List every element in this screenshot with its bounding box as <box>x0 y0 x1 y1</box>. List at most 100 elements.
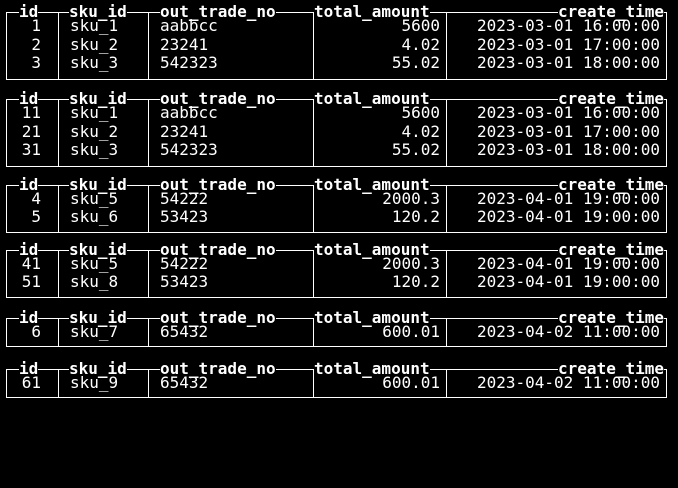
cell-total-amount: 5600 <box>401 103 440 122</box>
result-table: id sku_id out_trade_no total_amount crea… <box>6 3 667 80</box>
header-total-amount: total_amount <box>314 89 430 108</box>
cell-create-time: 2023-03-01 18:00:00 <box>476 140 660 159</box>
cell-id: 4 <box>31 189 41 208</box>
cell-id: 41 <box>21 254 41 273</box>
header-total-amount: total_amount <box>314 175 430 194</box>
table-row: 61 sku_9 65432 600.01 2023-04-02 11:00:0… <box>7 375 666 391</box>
table-row: 6 sku_7 65432 600.01 2023-04-02 11:00:00 <box>7 324 666 340</box>
cell-total-amount: 600.01 <box>382 373 440 392</box>
terminal-output: id sku_id out_trade_no total_amount crea… <box>6 3 667 398</box>
cell-sku-id: sku_2 <box>70 122 119 141</box>
result-table: id sku_id out_trade_no total_amount crea… <box>6 90 667 167</box>
column-divider <box>58 186 59 232</box>
header-sku-id: sku_id <box>69 175 127 194</box>
table-row: 11 sku_1 aabbcc 5600 2023-03-01 16:00:00 <box>7 105 666 121</box>
column-divider <box>446 251 447 297</box>
cell-sku-id: sku_1 <box>70 16 119 35</box>
cell-out-trade-no: 54222 <box>160 189 209 208</box>
column-divider <box>148 319 149 346</box>
cell-id: 1 <box>31 16 41 35</box>
column-divider <box>148 251 149 297</box>
header-create-time: create_time <box>558 175 664 194</box>
column-divider <box>148 370 149 397</box>
cell-total-amount: 55.02 <box>391 140 440 159</box>
cell-sku-id: sku_5 <box>70 189 119 208</box>
cell-id: 3 <box>31 53 41 72</box>
table-row: 21 sku_2 23241 4.02 2023-03-01 17:00:00 <box>7 124 666 140</box>
header-create-time: create_time <box>558 359 664 378</box>
result-table: id sku_id out_trade_no total_amount crea… <box>6 176 667 233</box>
header-id: id <box>19 175 39 194</box>
cell-total-amount: 2000.3 <box>382 189 440 208</box>
cell-total-amount: 4.02 <box>401 122 440 141</box>
result-table: id sku_id out_trade_no total_amount crea… <box>6 309 667 347</box>
header-sku-id: sku_id <box>69 89 127 108</box>
table-row: 1 sku_1 aabbcc 5600 2023-03-01 16:00:00 <box>7 18 666 34</box>
cell-total-amount: 120.2 <box>391 272 440 291</box>
column-divider <box>446 370 447 397</box>
column-divider <box>446 13 447 79</box>
column-divider <box>58 251 59 297</box>
cell-create-time: 2023-03-01 16:00:00 <box>476 16 660 35</box>
cell-out-trade-no: aabbcc <box>160 103 218 122</box>
cell-create-time: 2023-03-01 17:00:00 <box>476 122 660 141</box>
header-sku-id: sku_id <box>69 2 127 21</box>
cell-out-trade-no: 542323 <box>160 140 218 159</box>
column-divider <box>58 370 59 397</box>
table-row: 41 sku_5 54222 2000.3 2023-04-01 19:00:0… <box>7 256 666 272</box>
table-row: 3 sku_3 542323 55.02 2023-03-01 18:00:00 <box>7 55 666 71</box>
cell-total-amount: 2000.3 <box>382 254 440 273</box>
cell-id: 51 <box>21 272 41 291</box>
column-divider <box>446 319 447 346</box>
cell-sku-id: sku_3 <box>70 53 119 72</box>
column-divider <box>148 13 149 79</box>
header-sku-id: sku_id <box>69 359 127 378</box>
cell-create-time: 2023-04-02 11:00:00 <box>476 322 660 341</box>
column-divider <box>313 100 314 166</box>
header-out-trade-no: out_trade_no <box>160 308 276 327</box>
cell-id: 6 <box>31 322 41 341</box>
cell-create-time: 2023-04-01 19:00:00 <box>476 207 660 226</box>
header-create-time: create_time <box>558 89 664 108</box>
cell-sku-id: sku_9 <box>70 373 119 392</box>
header-total-amount: total_amount <box>314 240 430 259</box>
table-row: 5 sku_6 53423 120.2 2023-04-01 19:00:00 <box>7 209 666 225</box>
header-total-amount: total_amount <box>314 308 430 327</box>
column-divider <box>446 186 447 232</box>
header-id: id <box>19 2 39 21</box>
cell-create-time: 2023-04-01 19:00:00 <box>476 272 660 291</box>
cell-total-amount: 600.01 <box>382 322 440 341</box>
column-divider <box>313 186 314 232</box>
column-divider <box>313 319 314 346</box>
column-divider <box>313 13 314 79</box>
column-divider <box>148 186 149 232</box>
cell-out-trade-no: 542323 <box>160 53 218 72</box>
cell-sku-id: sku_8 <box>70 272 119 291</box>
column-divider <box>313 370 314 397</box>
column-divider <box>58 100 59 166</box>
cell-total-amount: 5600 <box>401 16 440 35</box>
header-total-amount: total_amount <box>314 2 430 21</box>
cell-sku-id: sku_5 <box>70 254 119 273</box>
header-out-trade-no: out_trade_no <box>160 240 276 259</box>
cell-id: 11 <box>21 103 41 122</box>
cell-out-trade-no: 53423 <box>160 207 209 226</box>
cell-total-amount: 4.02 <box>401 35 440 54</box>
cell-out-trade-no: 54222 <box>160 254 209 273</box>
cell-id: 31 <box>21 140 41 159</box>
table-row: 51 sku_8 53423 120.2 2023-04-01 19:00:00 <box>7 274 666 290</box>
table-row: 4 sku_5 54222 2000.3 2023-04-01 19:00:00 <box>7 191 666 207</box>
header-out-trade-no: out_trade_no <box>160 359 276 378</box>
cell-total-amount: 120.2 <box>391 207 440 226</box>
cell-out-trade-no: 65432 <box>160 373 209 392</box>
header-id: id <box>19 89 39 108</box>
cell-create-time: 2023-03-01 17:00:00 <box>476 35 660 54</box>
cell-create-time: 2023-03-01 16:00:00 <box>476 103 660 122</box>
result-table: id sku_id out_trade_no total_amount crea… <box>6 241 667 298</box>
header-sku-id: sku_id <box>69 240 127 259</box>
column-divider <box>148 100 149 166</box>
cell-sku-id: sku_7 <box>70 322 119 341</box>
cell-id: 5 <box>31 207 41 226</box>
header-sku-id: sku_id <box>69 308 127 327</box>
header-out-trade-no: out_trade_no <box>160 2 276 21</box>
